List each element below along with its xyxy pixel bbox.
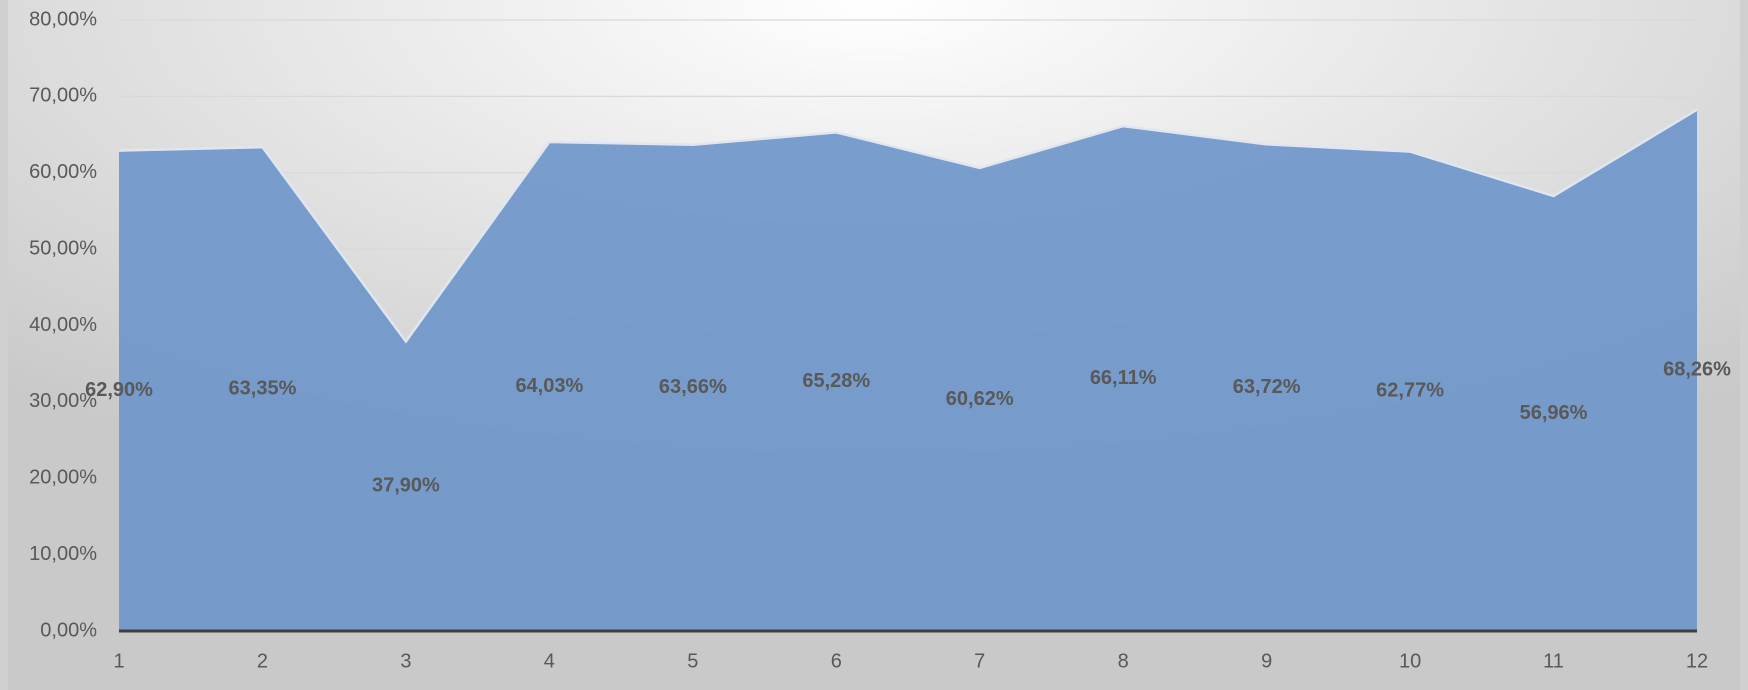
- y-tick-label: 20,00%: [29, 467, 97, 489]
- area-edge: [118, 108, 1698, 344]
- data-label: 37,90%: [372, 475, 440, 497]
- data-label: 65,28%: [802, 370, 870, 392]
- x-tick-label: 3: [400, 650, 411, 672]
- data-label: 63,66%: [659, 376, 727, 398]
- x-tick-label: 1: [113, 650, 124, 672]
- data-label: 63,72%: [1233, 376, 1301, 398]
- x-tick-label: 5: [687, 650, 698, 672]
- y-tick-label: 30,00%: [29, 390, 97, 412]
- data-label: 63,35%: [229, 377, 297, 399]
- marks: [118, 108, 1698, 633]
- x-tick-label: 9: [1261, 650, 1272, 672]
- x-tick-label: 2: [257, 650, 268, 672]
- data-label: 66,11%: [1090, 367, 1157, 389]
- area: [119, 109, 1697, 632]
- x-tick-label: 8: [1118, 650, 1129, 672]
- data-label: 56,96%: [1520, 402, 1588, 424]
- y-tick-label: 0,00%: [40, 619, 97, 641]
- y-tick-label: 10,00%: [29, 543, 97, 565]
- x-tick-label: 10: [1399, 650, 1421, 672]
- data-label: 68,26%: [1663, 359, 1731, 381]
- y-tick-label: 80,00%: [29, 8, 97, 30]
- data-label: 60,62%: [946, 388, 1014, 410]
- x-tick-label: 12: [1686, 650, 1708, 672]
- y-tick-label: 60,00%: [29, 161, 97, 183]
- data-label: 64,03%: [515, 375, 583, 397]
- x-tick-label: 7: [974, 650, 985, 672]
- y-tick-label: 40,00%: [29, 314, 97, 336]
- data-label: 62,90%: [85, 379, 153, 401]
- x-tick-label: 4: [544, 650, 555, 672]
- y-tick-label: 50,00%: [29, 237, 97, 259]
- data-label: 62,77%: [1376, 380, 1444, 402]
- x-tick-label: 6: [831, 650, 842, 672]
- labels: 0,00% 10,00% 20,00% 30,00% 40,00% 50,00% 60,00…: [29, 8, 1731, 672]
- y-tick-label: 70,00%: [29, 85, 97, 107]
- x-tick-label: 11: [1543, 650, 1564, 672]
